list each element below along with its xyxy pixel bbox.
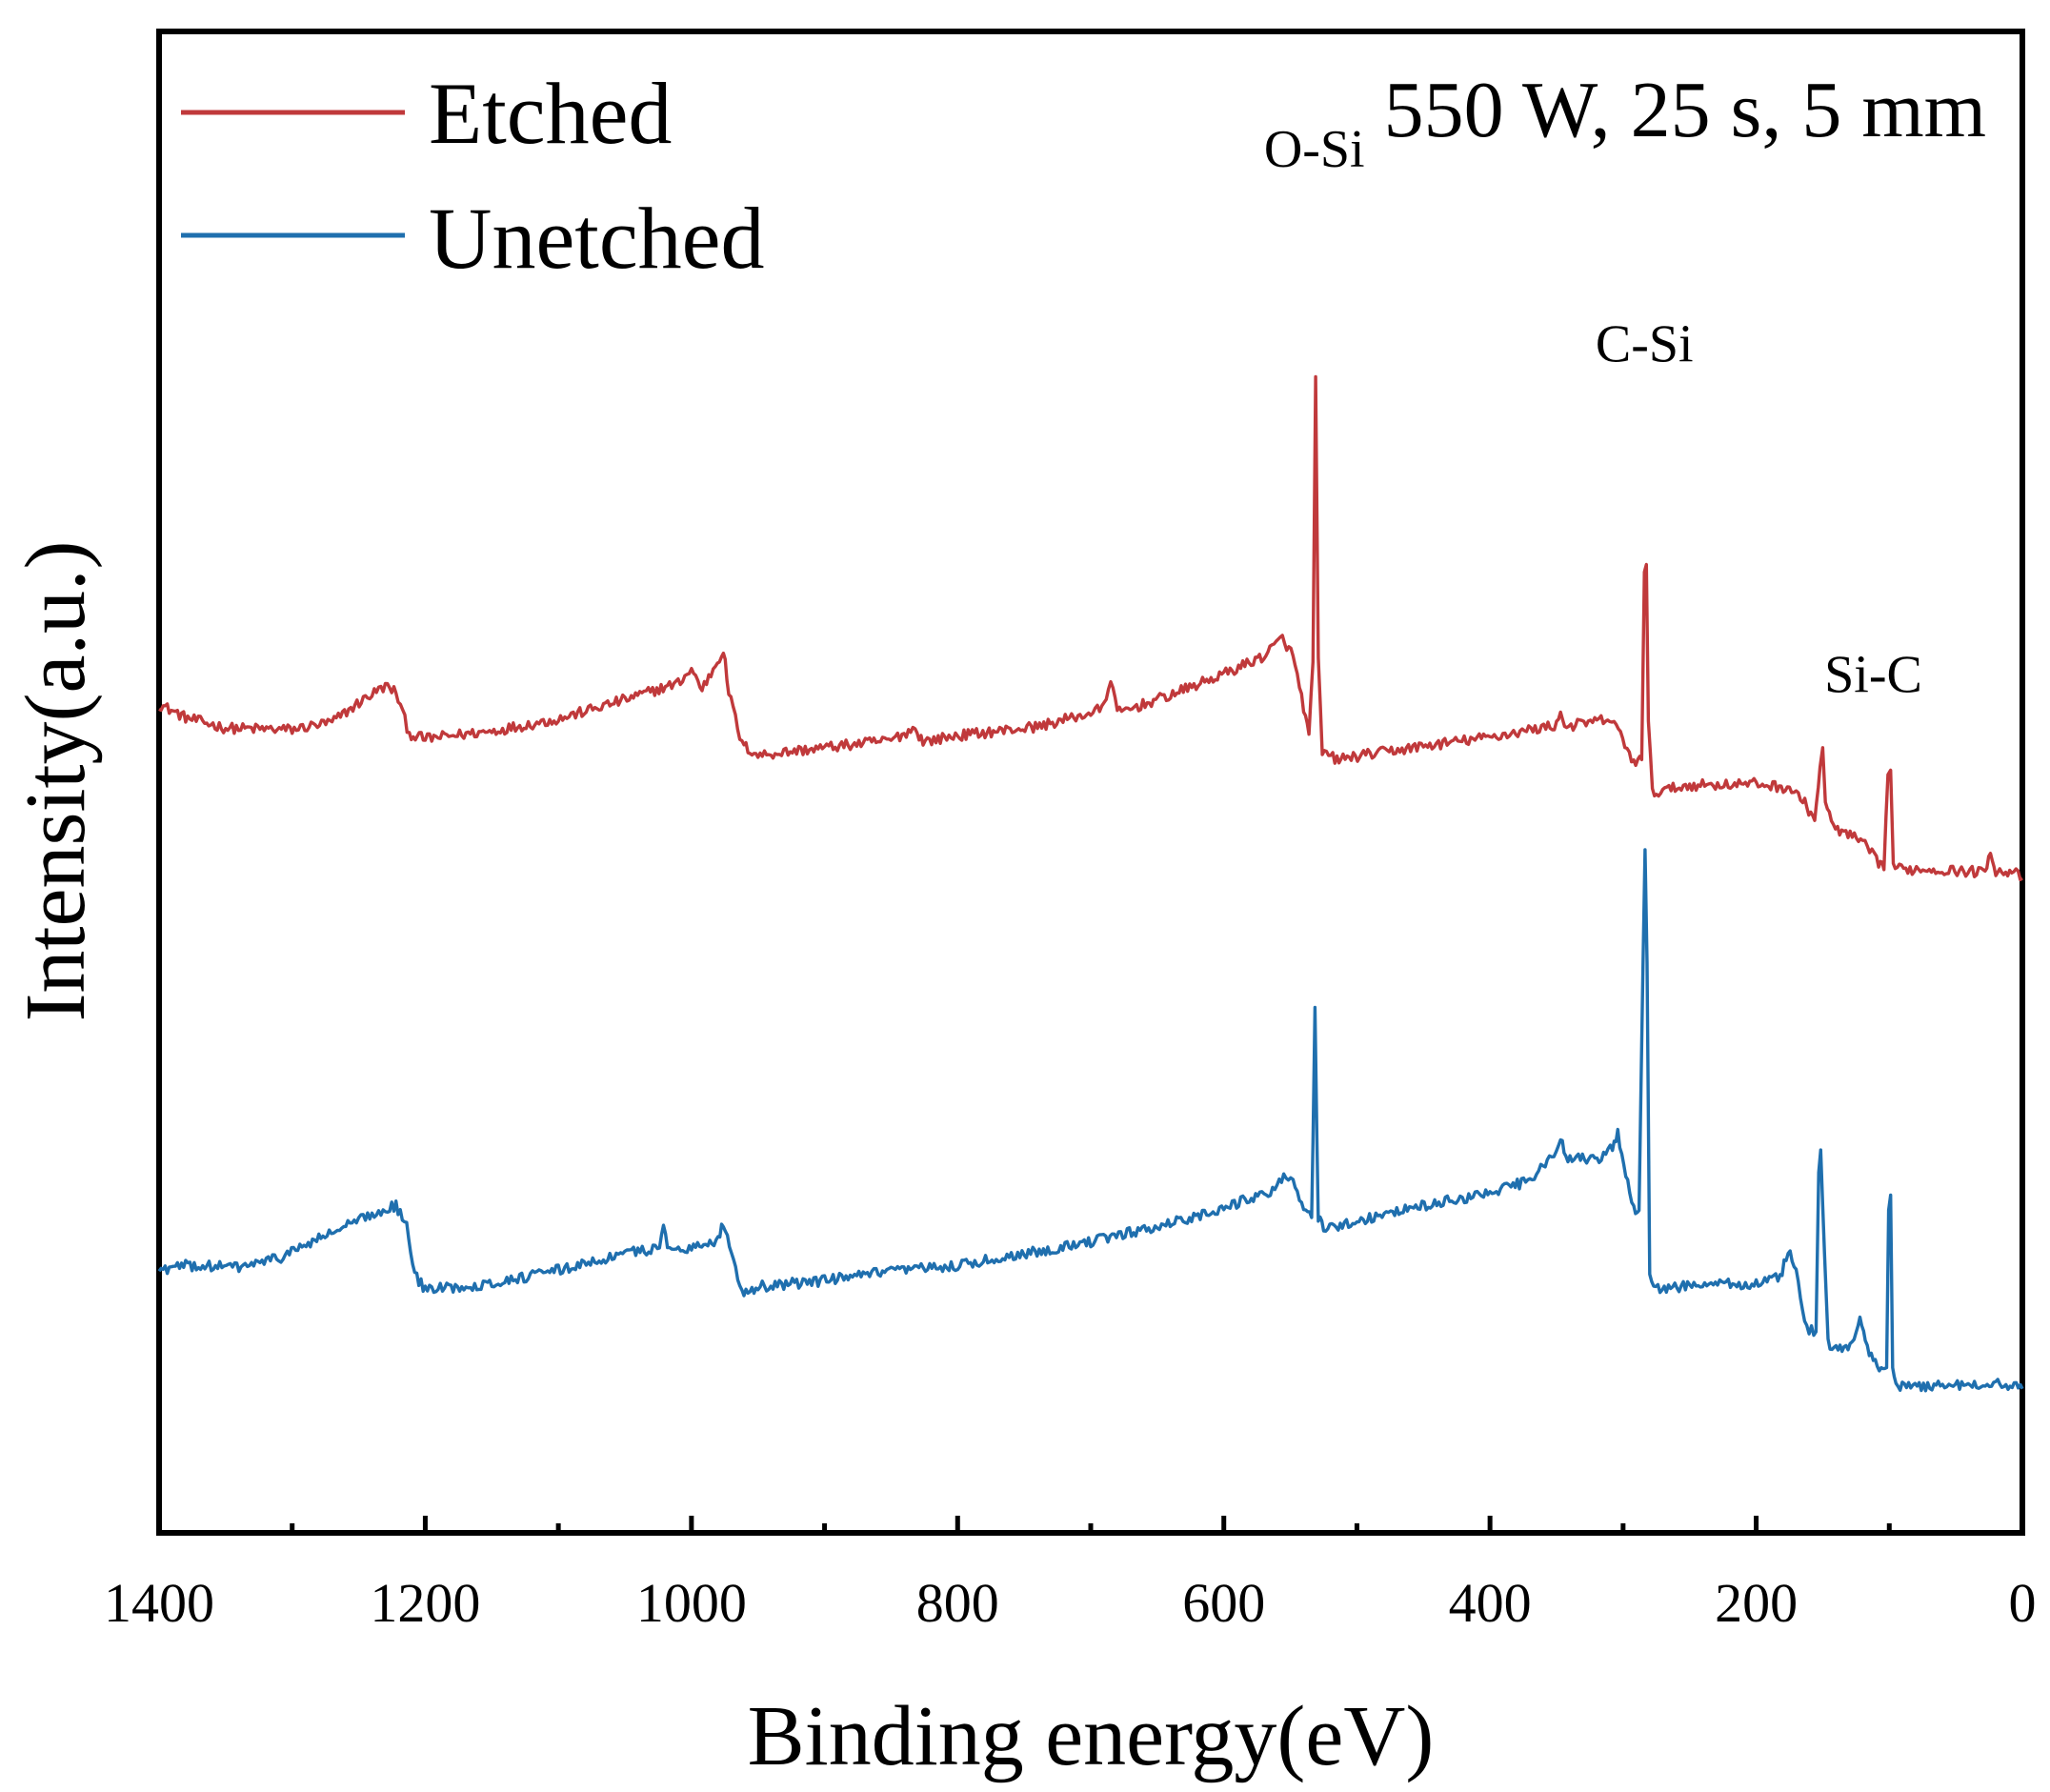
peak-label: C-Si (1596, 315, 1694, 374)
legend-label-etched: Etched (429, 65, 672, 162)
x-tick-label: 1200 (370, 1572, 480, 1634)
x-tick-labels: 1400 1200 1000 800 600 400 200 0 (104, 1572, 2037, 1634)
x-major-ticks (156, 1516, 2025, 1533)
series-line-unetched (157, 848, 2024, 1393)
peak-annotations: O-Si C-Si Si-C (1264, 120, 1922, 705)
x-tick-label: 400 (1449, 1572, 1532, 1634)
x-tick-label: 200 (1715, 1572, 1798, 1634)
x-tick-label: 1000 (636, 1572, 747, 1634)
data-series (157, 374, 2024, 1393)
condition-note: 550 W, 25 s, 5 mm (1384, 66, 1986, 154)
x-tick-label: 0 (2009, 1572, 2037, 1634)
series-line-etched (158, 374, 2023, 882)
legend: Etched Unetched (181, 65, 765, 287)
x-minor-ticks (290, 1523, 1892, 1533)
x-tick-label: 600 (1182, 1572, 1265, 1634)
y-axis-title: Intensity(a.u.) (9, 541, 103, 1022)
peak-label: O-Si (1264, 120, 1365, 179)
x-tick-label: 800 (916, 1572, 999, 1634)
legend-label-unetched: Unetched (429, 190, 765, 287)
peak-label: Si-C (1824, 645, 1922, 704)
x-axis-title: Binding energy(eV) (748, 1689, 1435, 1783)
x-tick-label: 1400 (104, 1572, 214, 1634)
